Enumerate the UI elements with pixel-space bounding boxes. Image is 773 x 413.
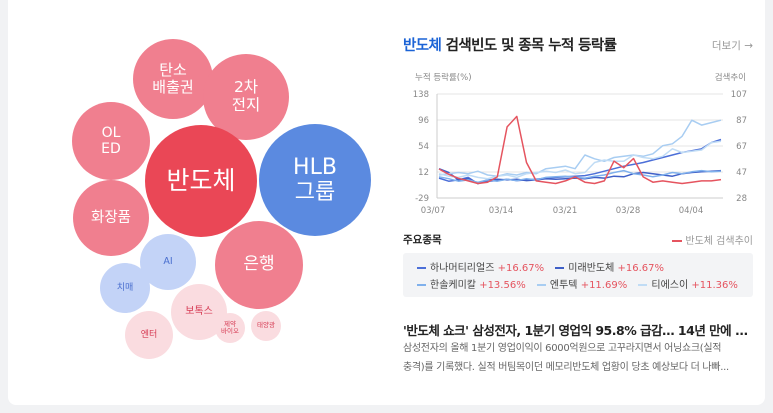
stock-item[interactable]: 하나머티리얼즈 +16.67% — [417, 259, 544, 274]
stock-name: 티에스이 — [651, 280, 689, 291]
series-line — [438, 169, 722, 184]
x-tick: 03/14 — [489, 206, 514, 216]
y-tick-right: 87 — [736, 116, 747, 126]
main-stocks-box: 하나머티리얼즈 +16.67% 미래반도체 +16.67% 한솔케미칼 +13.… — [403, 253, 753, 297]
stock-row-2: 한솔케미칼 +13.56% 엔투텍 +11.69% 티에스이 +11.36% — [417, 276, 753, 293]
theme-bubble[interactable]: AI — [140, 234, 196, 290]
search-trend-legend-mark — [672, 240, 683, 242]
series-line — [438, 140, 722, 180]
stock-change: +13.56% — [479, 280, 526, 291]
theme-detail-panel: 반도체 검색빈도 및 종목 누적 등락률 더보기 → 누적 등락률(%) 검색추이… — [403, 0, 753, 405]
y-tick-left: 54 — [418, 142, 429, 152]
theme-bubble[interactable]: 화장품 — [73, 180, 149, 256]
theme-bubble[interactable]: 은행 — [215, 221, 303, 309]
y-tick-left: 12 — [418, 168, 429, 178]
news-summary-line: 충격)를 기록했다. 실적 버팀목이던 메모리반도체 업황이 당초 예상보다 더… — [403, 362, 729, 373]
news-headline[interactable]: '반도체 쇼크' 삼성전자, 1분기 영업익 95.8% 급감… 14년 만에 … — [403, 323, 748, 338]
y-tick-right: 67 — [736, 142, 747, 152]
stock-color-mark — [417, 284, 426, 286]
search-and-return-chart: 누적 등락률(%) 검색추이 138 107 96 87 54 67 12 47 -29 28 03/0… — [413, 72, 747, 216]
y-axis-right-label: 검색추이 — [715, 72, 746, 83]
y-tick-right: 107 — [731, 90, 747, 100]
panel-title: 반도체 검색빈도 및 종목 누적 등락률 — [403, 34, 617, 55]
theme-bubble[interactable]: 태양광 — [251, 311, 281, 341]
stock-name: 엔투텍 — [549, 280, 578, 291]
search-trend-legend-label: 반도체 검색추이 — [685, 236, 753, 247]
stock-item[interactable]: 한솔케미칼 +13.56% — [417, 276, 526, 291]
panel-keyword: 반도체 — [403, 38, 442, 54]
stock-name: 하나머티리얼즈 — [430, 263, 495, 274]
theme-bubble[interactable]: 엔터 — [125, 311, 173, 359]
stock-change: +16.67% — [617, 263, 664, 274]
stock-change: +11.36% — [691, 280, 738, 291]
series-line — [438, 138, 722, 185]
main-stocks-heading: 주요종목 — [403, 234, 442, 246]
y-axis-left-label: 누적 등락률(%) — [415, 72, 472, 83]
stock-change: +11.69% — [580, 280, 628, 291]
series-line — [438, 119, 722, 177]
series-line — [438, 115, 722, 185]
y-tick-right: 47 — [736, 168, 747, 178]
stock-item[interactable]: 엔투텍 +11.69% — [536, 276, 628, 291]
x-tick: 03/21 — [553, 206, 578, 216]
stock-color-mark — [638, 284, 648, 286]
stock-change: +16.67% — [497, 263, 545, 274]
stock-row-1: 하나머티리얼즈 +16.67% 미래반도체 +16.67% — [417, 259, 753, 276]
news-summary[interactable]: 삼성전자의 올해 1분기 영업이익이 6000억원으로 고꾸라지면서 어닝쇼크(… — [403, 339, 753, 377]
stock-name: 한솔케미칼 — [430, 280, 476, 291]
stock-color-mark — [555, 267, 565, 269]
more-link[interactable]: 더보기 → — [711, 40, 753, 52]
y-tick-left: -29 — [415, 194, 429, 204]
stock-item[interactable]: 티에스이 +11.36% — [638, 276, 738, 291]
stock-item[interactable]: 미래반도체 +16.67% — [555, 259, 664, 274]
y-tick-left: 138 — [413, 90, 429, 100]
y-tick-right: 28 — [736, 194, 747, 204]
theme-bubble[interactable]: 탄소 배출권 — [133, 39, 213, 119]
theme-bubble[interactable]: 반도체 — [145, 125, 257, 237]
panel-title-rest: 검색빈도 및 종목 누적 등락률 — [441, 38, 617, 54]
x-tick: 03/07 — [421, 206, 446, 216]
theme-bubble[interactable]: 제약 바이오 — [215, 313, 245, 343]
x-tick: 04/04 — [679, 206, 704, 216]
search-trend-legend: 반도체 검색추이 — [672, 232, 753, 247]
x-tick: 03/28 — [616, 206, 641, 216]
stock-name: 미래반도체 — [568, 263, 615, 274]
stock-color-mark — [536, 284, 546, 286]
y-tick-left: 96 — [418, 116, 429, 126]
theme-bubble[interactable]: OL ED — [72, 102, 150, 180]
theme-bubble[interactable]: 2차 전지 — [203, 54, 289, 140]
stock-theme-card: 탄소 배출권 2차 전지 OL ED 반도체 HLB 그룹 화장품 AI 은행 치매 보톡스 제약 … — [8, 0, 765, 405]
theme-bubble[interactable]: 치매 — [100, 263, 150, 313]
theme-bubble[interactable]: HLB 그룹 — [259, 124, 371, 236]
news-summary-line: 삼성전자의 올해 1분기 영업이익이 6000억원으로 고꾸라지면서 어닝쇼크(… — [403, 343, 722, 354]
theme-bubble-cloud: 탄소 배출권 2차 전지 OL ED 반도체 HLB 그룹 화장품 AI 은행 치매 보톡스 제약 … — [8, 0, 398, 405]
stock-color-mark — [417, 267, 426, 269]
